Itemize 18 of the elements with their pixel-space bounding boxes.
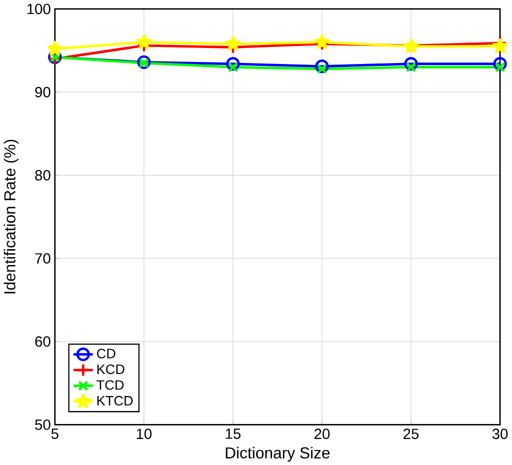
y-tick-label: 50 [35,419,50,430]
x-tick-label: 30 [492,428,508,439]
x-tick-label: 10 [136,428,152,439]
y-tick-label: 80 [35,170,50,180]
x-tick-label: 20 [314,428,330,439]
legend-label: CD [97,348,116,358]
y-axis-title: Identification Rate (%) [4,140,19,294]
legend-label: KTCD [97,396,133,406]
x-tick-label: 25 [404,428,419,439]
legend-label: TCD [96,380,124,390]
legend-label: KCD [97,364,124,374]
y-tick-label: 100 [27,4,50,14]
y-tick-label: 70 [35,252,50,264]
y-tick-label: 60 [35,336,50,347]
y-tick-label: 90 [35,86,50,98]
x-tick-label: 5 [51,428,58,439]
x-tick-label: 15 [226,428,241,439]
x-axis-title: Dictionary Size [226,446,330,462]
